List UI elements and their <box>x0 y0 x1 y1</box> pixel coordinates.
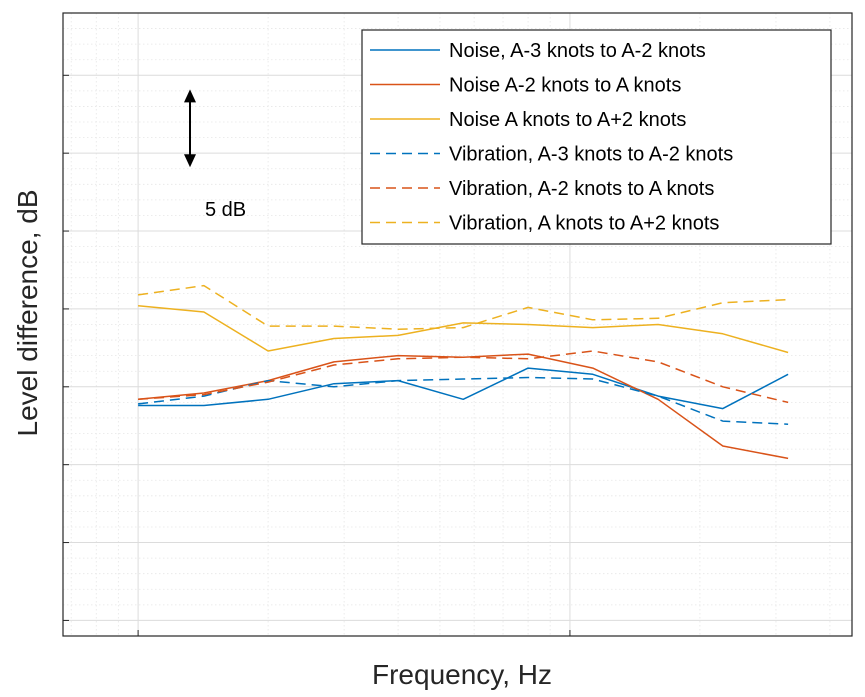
series-line-3 <box>138 305 789 354</box>
series-line-6 <box>137 284 789 330</box>
annotation: 5 dB <box>184 89 246 221</box>
legend-label-3: Noise A knots to A+2 knots <box>449 109 686 131</box>
arrow-head-down <box>184 154 196 168</box>
legend-items: Noise, A-3 knots to A-2 knots Noise A-2 k… <box>370 40 733 235</box>
legend-label-5: Vibration, A-2 knots to A knots <box>449 178 714 200</box>
legend-label-6: Vibration, A knots to A+2 knots <box>449 213 719 235</box>
arrow-head-up <box>184 89 196 103</box>
series-line-5 <box>138 350 789 404</box>
x-axis-label: Frequency, Hz <box>372 659 552 690</box>
annotation-label: 5 dB <box>205 199 246 221</box>
legend-label-1: Noise, A-3 knots to A-2 knots <box>449 40 706 62</box>
legend-box <box>361 29 832 245</box>
legend-label-2: Noise A-2 knots to A knots <box>449 75 681 97</box>
axis-ticks <box>63 74 571 636</box>
double-arrow-icon <box>184 89 196 168</box>
y-axis-label: Level difference, dB <box>12 190 43 437</box>
legend: Noise, A-3 knots to A-2 knots Noise A-2 k… <box>361 29 832 245</box>
plot-frame <box>62 12 853 637</box>
series-line-1 <box>138 367 789 410</box>
legend-label-4: Vibration, A-3 knots to A-2 knots <box>449 144 733 166</box>
series-line-4 <box>138 376 789 425</box>
series-group <box>137 284 789 460</box>
